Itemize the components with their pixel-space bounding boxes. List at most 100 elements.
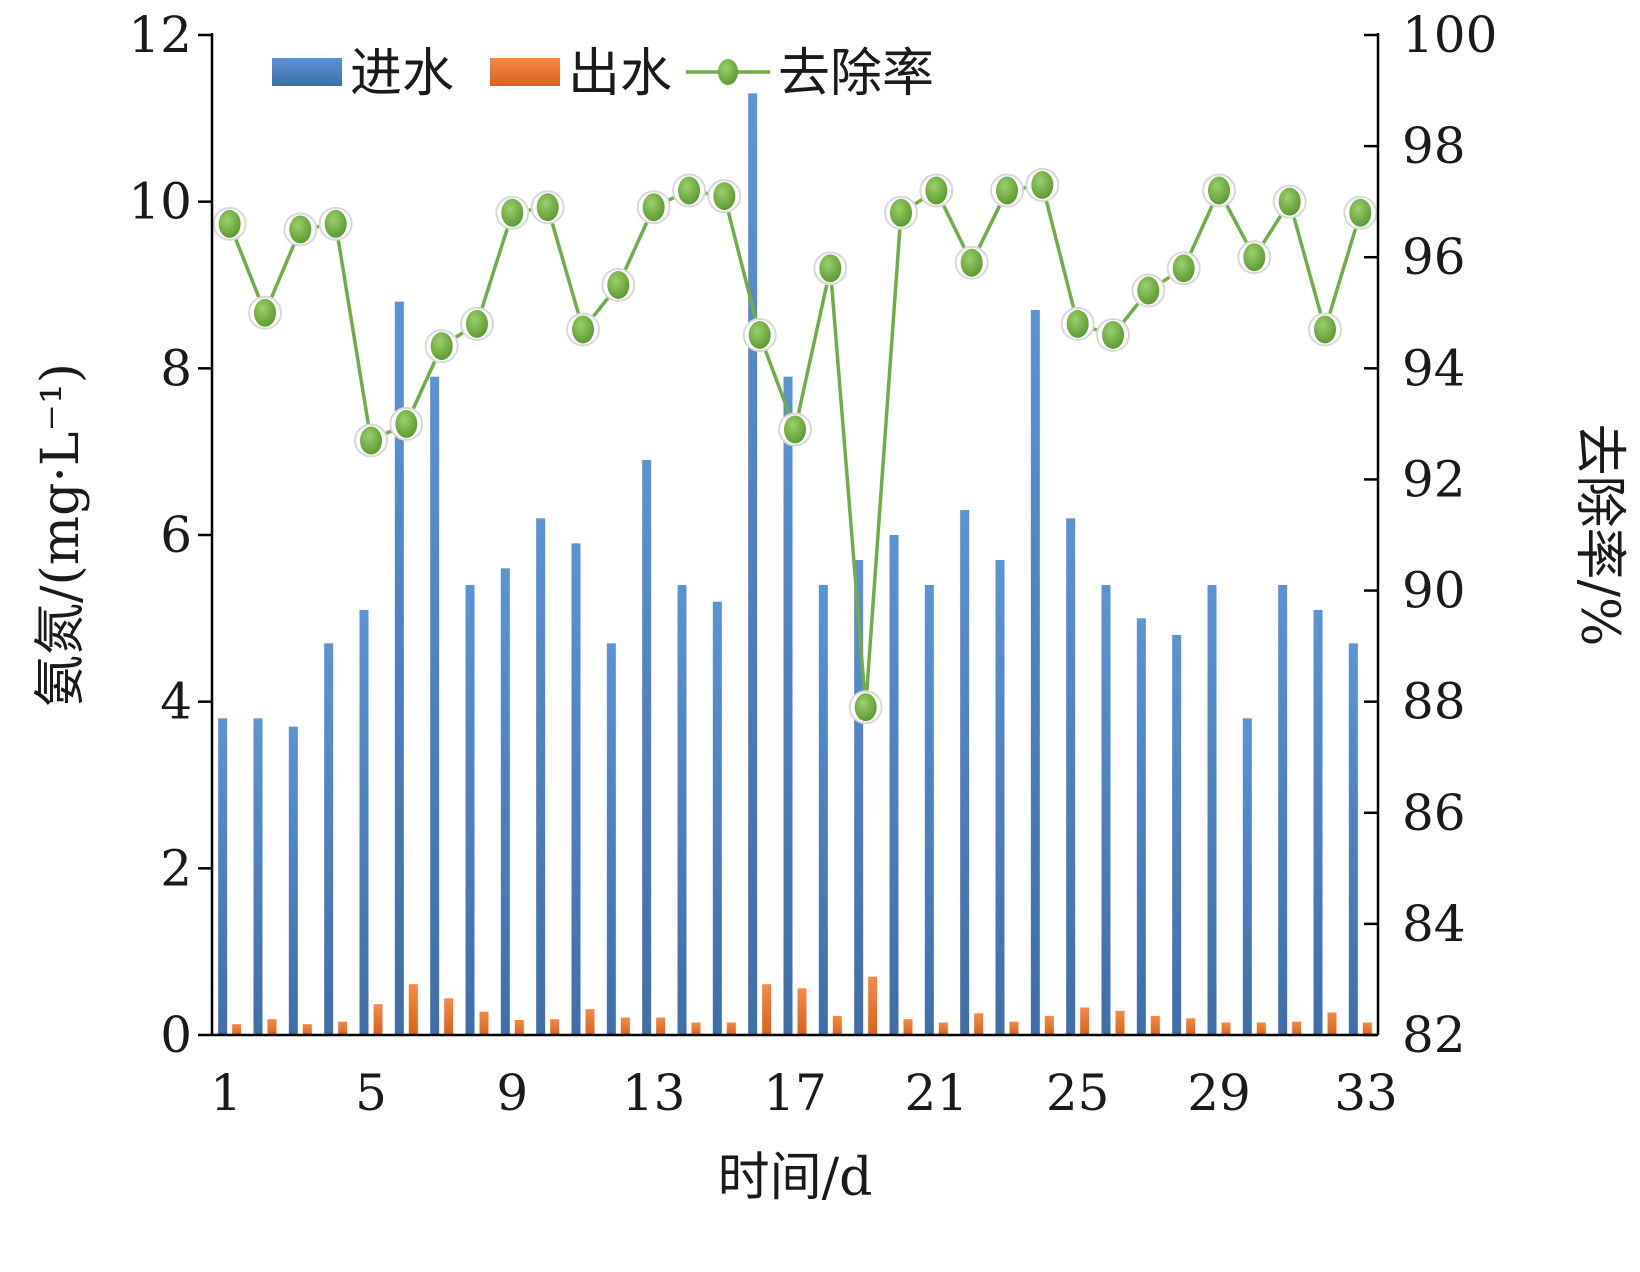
right-tick-label: 94 bbox=[1402, 339, 1466, 397]
left-tick-label: 2 bbox=[160, 839, 192, 897]
inflow-bar bbox=[606, 643, 616, 1035]
outflow-bar bbox=[903, 1019, 913, 1035]
legend-item-outflow: 出水 bbox=[490, 44, 672, 104]
removal-rate-point bbox=[848, 690, 883, 725]
inflow-bar bbox=[571, 543, 581, 1035]
right-tick-label: 92 bbox=[1402, 450, 1466, 508]
outflow-bar bbox=[1150, 1015, 1160, 1035]
outflow-bar bbox=[1080, 1007, 1090, 1035]
inflow-bar bbox=[1066, 518, 1076, 1035]
outflow-bar bbox=[691, 1022, 701, 1035]
inflow-bar bbox=[253, 718, 263, 1035]
outflow-bar bbox=[514, 1020, 524, 1035]
left-tick-label: 8 bbox=[160, 339, 192, 397]
removal-rate-point bbox=[1096, 318, 1130, 352]
inflow-bar bbox=[642, 460, 652, 1035]
right-tick-label: 84 bbox=[1402, 895, 1466, 953]
outflow-bar bbox=[1327, 1012, 1337, 1035]
inflow-bar bbox=[536, 518, 546, 1035]
outflow-bar bbox=[974, 1013, 984, 1035]
inflow-bar bbox=[1207, 585, 1217, 1035]
removal-rate-point bbox=[990, 173, 1024, 208]
legend-swatch-outflow bbox=[490, 58, 560, 86]
inflow-bar bbox=[1313, 610, 1323, 1035]
legend-marker-removal-rate bbox=[718, 59, 738, 85]
right-tick-label: 88 bbox=[1402, 673, 1466, 731]
outflow-bar bbox=[1362, 1022, 1372, 1035]
inflow-bar bbox=[889, 535, 899, 1035]
x-tick-label: 1 bbox=[210, 1064, 242, 1122]
inflow-bar bbox=[324, 643, 334, 1035]
removal-rate-point bbox=[707, 179, 742, 214]
outflow-bar bbox=[479, 1011, 489, 1035]
outflow-bar bbox=[1256, 1022, 1266, 1035]
left-tick-label: 0 bbox=[160, 1006, 192, 1064]
removal-rate-point bbox=[460, 306, 494, 341]
left-axis-title: 氨氮/(mg·L⁻¹) bbox=[31, 363, 91, 707]
removal-rate-point bbox=[884, 195, 918, 230]
inflow-bar bbox=[465, 585, 475, 1035]
inflow-bar bbox=[818, 585, 828, 1035]
right-tick-label: 100 bbox=[1402, 6, 1497, 64]
inflow-bar bbox=[1101, 585, 1111, 1035]
inflow-bar bbox=[783, 376, 793, 1035]
removal-rate-point bbox=[672, 173, 706, 208]
outflow-bar bbox=[1186, 1018, 1196, 1035]
inflow-bar bbox=[748, 93, 758, 1035]
inflow-bar bbox=[500, 568, 510, 1035]
inflow-bar bbox=[1278, 585, 1288, 1035]
inflow-bar bbox=[1348, 643, 1358, 1035]
outflow-bar bbox=[267, 1019, 277, 1035]
removal-rate-point bbox=[248, 295, 282, 330]
inflow-bar bbox=[854, 560, 864, 1035]
outflow-bar bbox=[302, 1024, 312, 1035]
removal-rate-point bbox=[919, 173, 954, 208]
removal-rate-point bbox=[742, 318, 777, 352]
right-tick-label: 86 bbox=[1402, 784, 1466, 842]
removal-rate-point bbox=[1131, 273, 1166, 308]
outflow-bar bbox=[938, 1022, 948, 1035]
left-tick-label: 12 bbox=[128, 6, 192, 64]
right-tick-label: 90 bbox=[1402, 562, 1466, 620]
outflow-bar bbox=[868, 976, 878, 1035]
x-tick-label: 25 bbox=[1046, 1064, 1110, 1122]
removal-rate-point bbox=[495, 195, 530, 230]
legend-label-outflow: 出水 bbox=[568, 44, 672, 104]
outflow-bar bbox=[338, 1021, 348, 1035]
outflow-bar bbox=[832, 1015, 842, 1035]
inflow-bar bbox=[960, 510, 970, 1035]
removal-rate-point bbox=[1025, 168, 1060, 202]
removal-rate-point bbox=[1272, 184, 1307, 219]
x-tick-label: 21 bbox=[905, 1064, 969, 1122]
outflow-bar bbox=[620, 1017, 630, 1035]
outflow-bar bbox=[762, 984, 772, 1035]
removal-rate-point bbox=[1060, 306, 1095, 341]
removal-rate-point bbox=[1308, 312, 1342, 347]
inflow-bar bbox=[712, 601, 722, 1035]
outflow-bar bbox=[408, 984, 418, 1035]
inflow-bar bbox=[995, 560, 1005, 1035]
legend-label-inflow: 进水 bbox=[350, 44, 454, 104]
removal-rate-point bbox=[601, 268, 636, 302]
x-tick-label: 29 bbox=[1187, 1064, 1251, 1122]
removal-rate-point bbox=[813, 251, 848, 286]
right-tick-label: 82 bbox=[1402, 1006, 1466, 1064]
inflow-bar bbox=[1172, 635, 1182, 1035]
outflow-bar bbox=[1009, 1021, 1019, 1035]
inflow-bar bbox=[1136, 618, 1146, 1035]
inflow-bar bbox=[1242, 718, 1252, 1035]
removal-rate-point bbox=[1237, 240, 1272, 275]
outflow-bar bbox=[1115, 1010, 1125, 1035]
inflow-bar bbox=[394, 301, 404, 1035]
inflow-bar bbox=[1030, 310, 1040, 1035]
legend-item-inflow: 进水 bbox=[272, 44, 454, 104]
right-tick-label: 96 bbox=[1402, 228, 1466, 286]
x-axis-title: 时间/d bbox=[718, 1148, 873, 1208]
right-tick-label: 98 bbox=[1402, 117, 1466, 175]
outflow-bar bbox=[1221, 1022, 1231, 1035]
outflow-bar bbox=[444, 998, 454, 1035]
outflow-bar bbox=[656, 1017, 666, 1035]
removal-rate-point bbox=[778, 412, 812, 447]
legend-label-removal-rate: 去除率 bbox=[778, 44, 934, 104]
left-tick-label: 6 bbox=[160, 506, 192, 564]
